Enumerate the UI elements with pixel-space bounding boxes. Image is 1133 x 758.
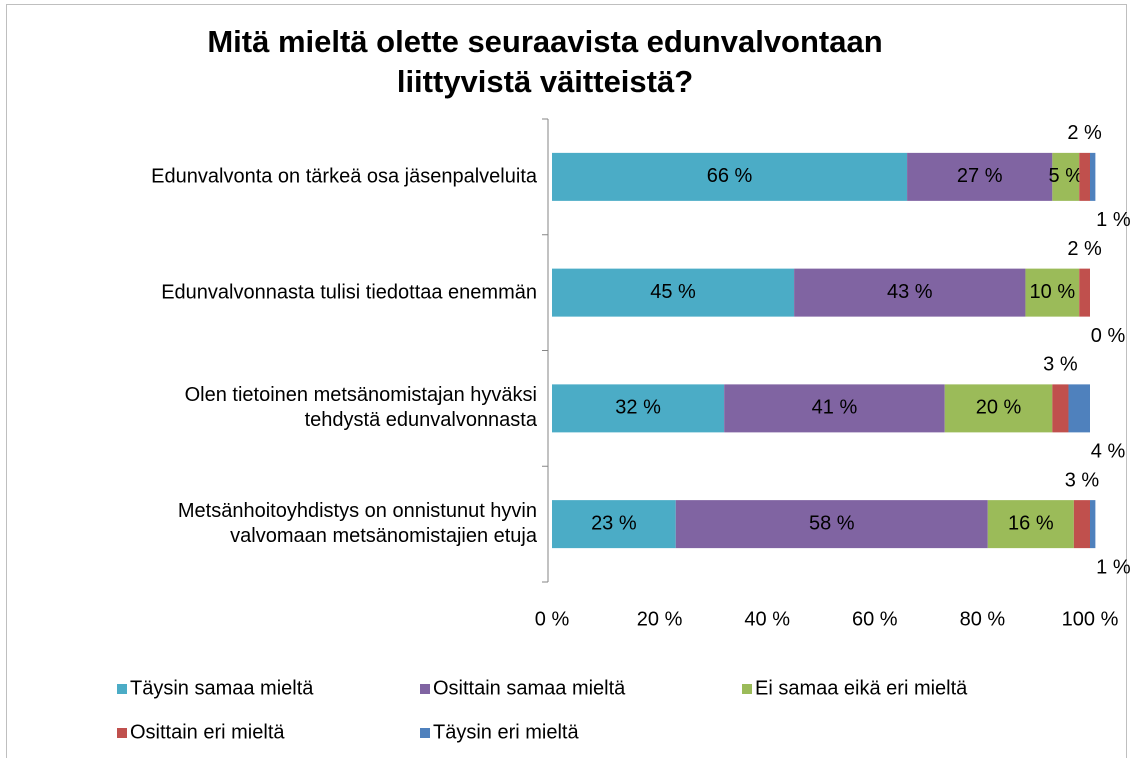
- data-label: 1 %: [1096, 209, 1131, 231]
- legend-swatch: [742, 684, 752, 694]
- legend-label: Täysin samaa mieltä: [130, 677, 314, 699]
- bar-segment: [1090, 152, 1096, 201]
- data-label: 0 %: [1091, 325, 1126, 347]
- bar-segment: [794, 268, 1026, 317]
- data-label: 3 %: [1043, 354, 1078, 376]
- bar-segment: [552, 152, 908, 201]
- bar-segment: [1090, 500, 1096, 549]
- legend-label: Ei samaa eikä eri mieltä: [755, 677, 968, 699]
- bar-segment: [552, 500, 676, 549]
- data-label: 16 %: [1008, 512, 1054, 534]
- data-label: 10 %: [1030, 281, 1076, 303]
- bar-segment: [1025, 268, 1080, 317]
- data-label: 5 %: [1049, 165, 1084, 187]
- data-label: 2 %: [1067, 122, 1102, 144]
- bar-segment: [1073, 500, 1090, 549]
- x-tick-label: 80 %: [960, 608, 1006, 630]
- x-tick-label: 100 %: [1062, 608, 1119, 630]
- bar-segment: [552, 268, 795, 317]
- data-label: 3 %: [1065, 469, 1100, 491]
- bar-segment: [1052, 384, 1069, 433]
- x-tick-label: 20 %: [637, 608, 683, 630]
- x-tick-label: 0 %: [535, 608, 570, 630]
- legend-label: Osittain eri mieltä: [130, 721, 285, 743]
- data-label: 2 %: [1067, 238, 1102, 260]
- legend-swatch: [117, 684, 127, 694]
- bar-segment: [944, 384, 1053, 433]
- bar-segment: [1052, 152, 1080, 201]
- x-tick-label: 40 %: [744, 608, 790, 630]
- legend-label: Täysin eri mieltä: [433, 721, 579, 743]
- data-label: 66 %: [707, 165, 753, 187]
- data-label: 41 %: [812, 397, 858, 419]
- data-label: 27 %: [957, 165, 1003, 187]
- bar-segment: [724, 384, 945, 433]
- category-label: Olen tietoinen metsänomistajan hyväksi t…: [184, 384, 537, 432]
- legend-swatch: [117, 728, 127, 738]
- bar-segment: [907, 152, 1053, 201]
- bar-segment: [987, 500, 1074, 549]
- data-label: 43 %: [887, 281, 933, 303]
- x-tick-label: 60 %: [852, 608, 898, 630]
- bar-segment: [1079, 152, 1090, 201]
- bar-segment: [1068, 384, 1090, 433]
- data-label: 20 %: [976, 397, 1022, 419]
- data-label: 45 %: [650, 281, 696, 303]
- legend-swatch: [420, 728, 430, 738]
- data-label: 4 %: [1091, 441, 1126, 463]
- legend-swatch: [420, 684, 430, 694]
- category-label: Edunvalvonta on tärkeä osa jäsenpalvelui…: [151, 165, 537, 188]
- data-label: 1 %: [1096, 556, 1131, 578]
- chart-title: Mitä mieltä olette seuraavista edunvalvo…: [207, 24, 883, 99]
- data-label: 58 %: [809, 512, 855, 534]
- category-label: Metsänhoitoyhdistys on onnistunut hyvin …: [177, 500, 537, 548]
- bar-segment: [675, 500, 988, 549]
- legend-label: Osittain samaa mieltä: [433, 677, 626, 699]
- data-label: 23 %: [591, 512, 637, 534]
- category-label: Edunvalvonnasta tulisi tiedottaa enemmän: [161, 281, 537, 304]
- bar-segment: [1079, 268, 1090, 317]
- chart-border: [6, 4, 1127, 758]
- data-label: 32 %: [615, 397, 661, 419]
- bar-segment: [552, 384, 725, 433]
